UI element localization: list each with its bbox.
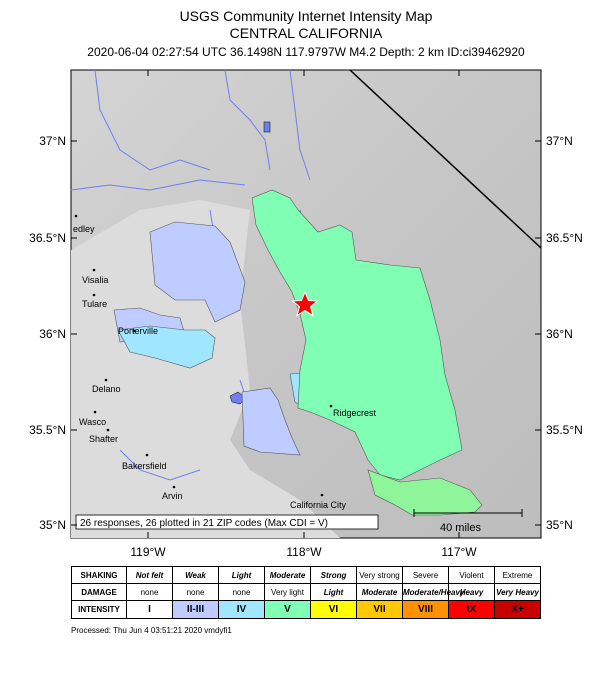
intensity-map: edley Visalia Tulare Porterville Delano … — [29, 69, 583, 559]
shaking-cell: Severe — [402, 566, 449, 584]
epicenter-star-icon — [291, 290, 319, 317]
city-label-bakersfield: Bakersfield — [122, 461, 167, 471]
lat-label-left-37: 37°N — [39, 134, 66, 148]
legend-row-damage: DAMAGE none none none Very light Light M… — [71, 583, 541, 601]
intensity-cell: VII — [356, 600, 403, 619]
damage-cell: Very light — [264, 583, 311, 601]
city-label-edley: edley — [73, 224, 95, 234]
damage-cell: Moderate — [356, 583, 403, 601]
lat-label-left-36: 36°N — [39, 327, 66, 341]
city-label-arvin: Arvin — [162, 491, 183, 501]
city-label-shafter: Shafter — [89, 434, 118, 444]
ticks — [71, 70, 541, 538]
lat-label-right-37: 37°N — [546, 134, 573, 148]
intensity-legend: SHAKING Not felt Weak Light Moderate Str… — [71, 566, 541, 619]
shaking-cell: Extreme — [494, 566, 541, 584]
city-label-tulare: Tulare — [82, 299, 107, 309]
damage-cell: Moderate/Heavy — [402, 583, 464, 601]
damage-cell: none — [172, 583, 219, 601]
legend-header-damage: DAMAGE — [71, 583, 127, 601]
summary-box — [75, 514, 379, 530]
lat-label-left-35: 35°N — [39, 518, 66, 532]
shaking-cell: Moderate — [264, 566, 311, 584]
intensity-cell: IV — [218, 600, 265, 619]
legend-row-shaking: SHAKING Not felt Weak Light Moderate Str… — [71, 566, 541, 584]
valley-floor — [71, 200, 340, 538]
zip-areas-moderate-2 — [367, 469, 483, 516]
lat-label-right-36: 36°N — [546, 327, 573, 341]
lat-label-right-35: 35°N — [546, 518, 573, 532]
summary-text: 26 responses, 26 plotted in 21 ZIP codes… — [80, 518, 328, 529]
scale-bar — [413, 509, 523, 517]
legend-header-intensity: INTENSITY — [71, 600, 127, 619]
city-label-california-city: California City — [290, 500, 347, 510]
city-label-delano: Delano — [92, 384, 121, 394]
city-label-wasco: Wasco — [79, 417, 106, 427]
lon-label-119: 119°W — [130, 545, 166, 559]
lon-label-117: 117°W — [441, 545, 477, 559]
intensity-cell: VIII — [402, 600, 449, 619]
shaking-cell: Violent — [448, 566, 495, 584]
shaking-cell: Strong — [310, 566, 357, 584]
lake — [263, 121, 271, 133]
legend-row-intensity: INTENSITY I II-III IV V VI VII VIII IX X… — [71, 600, 541, 619]
shaking-cell: Not felt — [126, 566, 173, 584]
shaking-cell: Very strong — [356, 566, 403, 584]
map-title: USGS Community Internet Intensity Map — [179, 8, 433, 24]
state-border — [349, 69, 542, 249]
event-info: 2020-06-04 02:27:54 UTC 36.1498N 117.979… — [87, 45, 525, 59]
lat-label-right-35-5: 35.5°N — [546, 423, 583, 437]
intensity-cell: X+ — [494, 600, 541, 619]
scale-label: 40 miles — [440, 522, 481, 534]
lon-label-118: 118°W — [286, 545, 322, 559]
processed-timestamp: Processed: Thu Jun 4 03:51:21 2020 vmdyf… — [71, 626, 232, 635]
city-label-ridgecrest: Ridgecrest — [333, 408, 377, 418]
lat-label-right-36-5: 36.5°N — [546, 231, 583, 245]
damage-cell: Very Heavy — [494, 583, 541, 601]
city-label-porterville: Porterville — [118, 326, 158, 336]
lat-label-left-36-5: 36.5°N — [29, 231, 66, 245]
legend-header-shaking: SHAKING — [71, 566, 127, 584]
intensity-cell: IX — [448, 600, 495, 619]
intensity-cell: VI — [310, 600, 357, 619]
city-dots — [74, 214, 333, 497]
intensity-cell: II-III — [172, 600, 219, 619]
damage-cell: Light — [310, 583, 357, 601]
damage-cell: none — [126, 583, 173, 601]
shaking-cell: Light — [218, 566, 265, 584]
shaking-cell: Weak — [172, 566, 219, 584]
zip-areas-moderate — [251, 189, 463, 481]
intensity-cell: V — [264, 600, 311, 619]
intensity-cell: I — [126, 600, 173, 619]
damage-cell: none — [218, 583, 265, 601]
lat-label-left-35-5: 35.5°N — [29, 423, 66, 437]
map-region: CENTRAL CALIFORNIA — [229, 25, 383, 41]
city-label-visalia: Visalia — [82, 275, 108, 285]
